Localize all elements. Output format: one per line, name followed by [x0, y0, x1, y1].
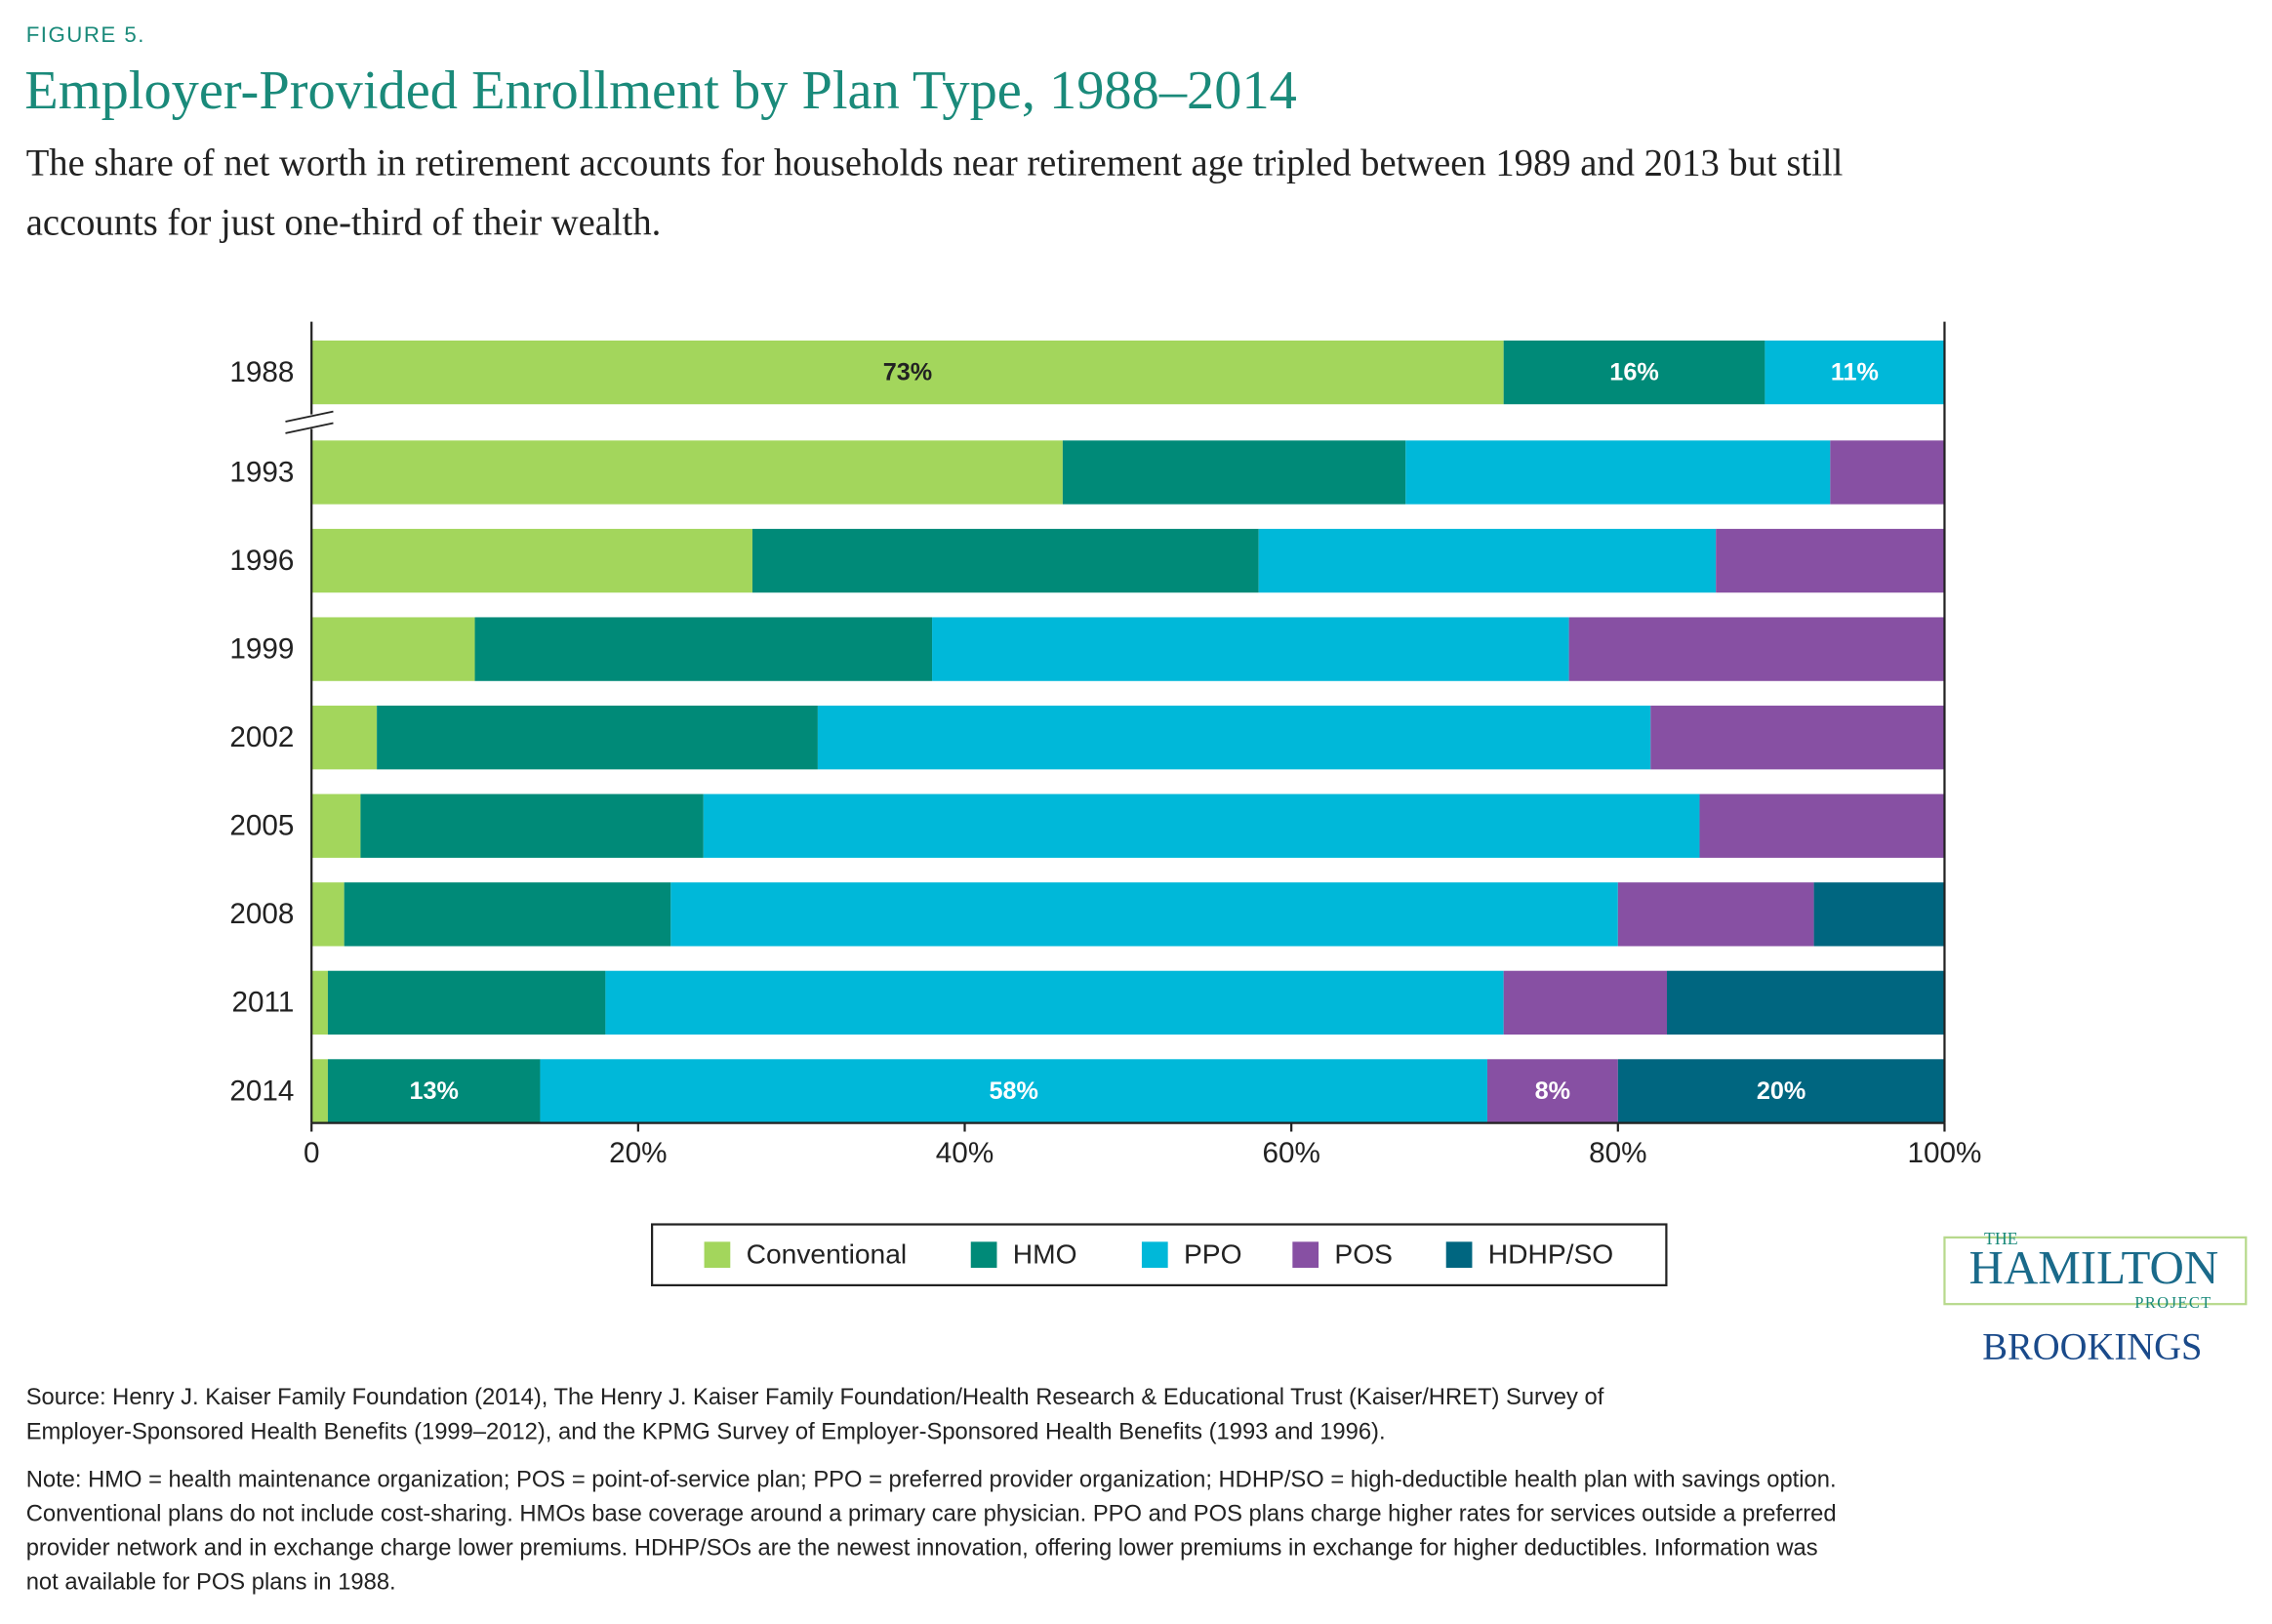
logo-box [1943, 1236, 2248, 1306]
legend-box [650, 1223, 1668, 1287]
bar-segment [360, 793, 704, 858]
bar-segment [1062, 440, 1406, 505]
y-tick-label: 1999 [229, 632, 294, 665]
bar-segment [1617, 882, 1814, 947]
y-tick-label: 1993 [229, 456, 294, 488]
bar-segment [1617, 1059, 1945, 1123]
legend-label: HMO [1013, 1238, 1077, 1270]
bar-segment [311, 440, 1063, 505]
y-tick-label: 2011 [232, 987, 295, 1019]
y-tick-label: 2005 [229, 810, 294, 842]
bar-segment [327, 970, 606, 1035]
bar-segment [1568, 617, 1945, 681]
bar-segment [474, 617, 933, 681]
data-label: 16% [1609, 359, 1658, 386]
y-tick-label: 1996 [229, 545, 294, 577]
y-tick-label: 2014 [229, 1075, 294, 1107]
bar-segment [311, 1059, 328, 1123]
logo-text: PROJECT [2134, 1293, 2211, 1312]
y-tick-label: 2002 [229, 721, 294, 753]
bar-segment [1813, 882, 1945, 947]
legend-swatch [1445, 1241, 1473, 1269]
bar-segment [311, 528, 752, 593]
bar-segment [1765, 340, 1945, 405]
bar-segment [1830, 440, 1945, 505]
bar-segment [932, 617, 1569, 681]
note-text: Conventional plans do not include cost-s… [26, 1500, 1837, 1526]
bar-segment [605, 970, 1504, 1035]
bar-segment [311, 340, 1504, 405]
legend-label: POS [1334, 1238, 1393, 1270]
subtitle: The share of net worth in retirement acc… [26, 143, 1844, 184]
data-label: 11% [1831, 359, 1879, 386]
legend-label: Conventional [747, 1238, 908, 1270]
bar-segment [670, 882, 1618, 947]
bar-segment [1486, 1059, 1618, 1123]
legend-swatch [704, 1241, 731, 1269]
note-text: provider network and in exchange charge … [26, 1534, 1818, 1561]
bar-segment [1405, 440, 1831, 505]
source-text: Source: Henry J. Kaiser Family Foundatio… [26, 1384, 1604, 1410]
bar-segment [311, 706, 378, 770]
bar-segment [817, 706, 1651, 770]
bar-segment [327, 1059, 541, 1123]
legend-label: PPO [1184, 1238, 1242, 1270]
bar-segment [1667, 970, 1945, 1035]
bar-segment [377, 706, 818, 770]
data-label: 8% [1535, 1077, 1570, 1105]
source-text: Employer-Sponsored Health Benefits (1999… [26, 1419, 1386, 1445]
y-tick-label: 2008 [229, 898, 294, 930]
logo-text: THE [1984, 1229, 2018, 1248]
bar-segment [751, 528, 1259, 593]
bar-segment [1258, 528, 1717, 593]
logo-text: BROOKINGS [1982, 1327, 2202, 1368]
bar-segment [311, 793, 361, 858]
bar-segment [540, 1059, 1487, 1123]
subtitle: accounts for just one-third of their wea… [26, 202, 662, 243]
legend-label: HDHP/SO [1488, 1238, 1613, 1270]
x-tick-label: 100% [1907, 1137, 1981, 1169]
data-label: 58% [989, 1077, 1037, 1105]
bar-segment [311, 882, 345, 947]
data-label: 73% [883, 359, 932, 386]
axis-break [285, 422, 334, 434]
legend-swatch [1292, 1241, 1319, 1269]
note-text: not available for POS plans in 1988. [26, 1568, 396, 1595]
bar-segment [311, 617, 475, 681]
legend-swatch [1141, 1241, 1168, 1269]
x-tick-label: 40% [936, 1137, 994, 1169]
x-tick-label: 0 [304, 1137, 320, 1169]
data-label: 20% [1757, 1077, 1805, 1105]
bar-segment [1503, 970, 1668, 1035]
figure-label: FIGURE 5. [26, 22, 145, 47]
legend-swatch [970, 1241, 997, 1269]
y-tick-label: 1988 [229, 356, 294, 388]
bar-segment [1503, 340, 1765, 405]
axis-break [285, 410, 334, 423]
axis-break-gap [306, 414, 316, 429]
logo-text: HAMILTON [1968, 1240, 2218, 1294]
data-label: 13% [409, 1077, 458, 1105]
x-tick-label: 60% [1262, 1137, 1319, 1169]
chart-title: Employer-Provided Enrollment by Plan Typ… [24, 61, 1297, 121]
bar-segment [311, 970, 328, 1035]
x-tick-label: 20% [609, 1137, 667, 1169]
bar-segment [1716, 528, 1945, 593]
bar-segment [1650, 706, 1945, 770]
bar-segment [703, 793, 1700, 858]
bar-segment [344, 882, 671, 947]
x-tick-label: 80% [1589, 1137, 1646, 1169]
note-text: Note: HMO = health maintenance organizat… [26, 1467, 1837, 1493]
bar-segment [1699, 793, 1945, 858]
